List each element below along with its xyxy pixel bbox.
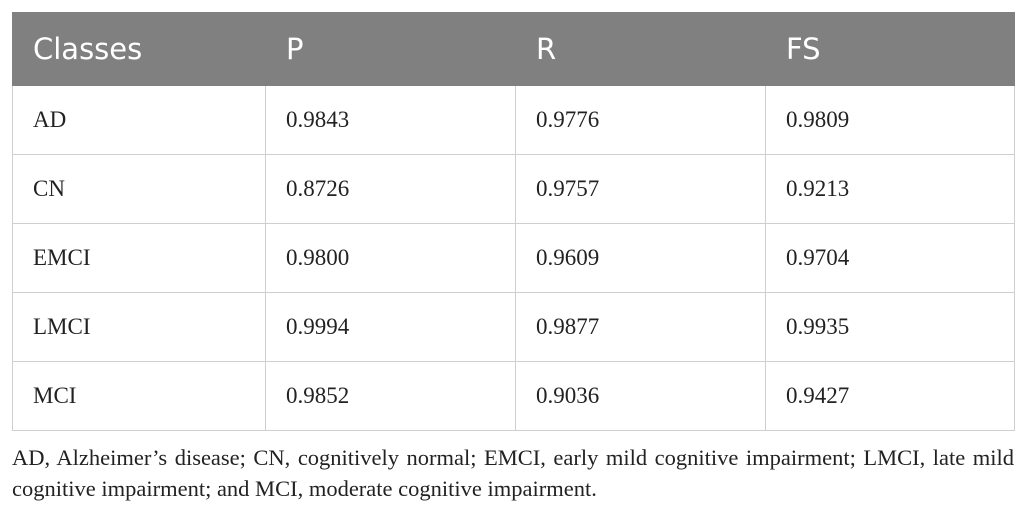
footnote: AD, Alzheimer’s disease; CN, cognitively… <box>12 445 1014 501</box>
class-cell: MCI <box>12 361 266 431</box>
metric-cell: 0.9609 <box>515 223 766 293</box>
class-cell: CN <box>12 154 266 224</box>
header-cell: R <box>515 12 766 86</box>
metric-cell: 0.9036 <box>515 361 766 431</box>
metric-cell: 0.9843 <box>265 85 516 155</box>
metric-cell: 0.9704 <box>765 223 1015 293</box>
class-cell: LMCI <box>12 292 266 362</box>
header-cell: FS <box>765 12 1015 86</box>
table-row: LMCI 0.9994 0.9877 0.9935 <box>12 292 1015 362</box>
metric-cell: 0.9776 <box>515 85 766 155</box>
results-table: Classes P R FS AD 0.9843 0.9776 0.9809 CN 0.8726… <box>12 12 1015 431</box>
metric-cell: 0.9877 <box>515 292 766 362</box>
table-row: AD 0.9843 0.9776 0.9809 <box>12 85 1015 155</box>
class-cell: AD <box>12 85 266 155</box>
metric-cell: 0.9757 <box>515 154 766 224</box>
metric-cell: 0.9852 <box>265 361 516 431</box>
table-row: EMCI 0.9800 0.9609 0.9704 <box>12 223 1015 293</box>
metric-cell: 0.9213 <box>765 154 1015 224</box>
header-cell: Classes <box>12 12 266 86</box>
table-body: AD 0.9843 0.9776 0.9809 CN 0.8726 0.9757 0.9213… <box>12 85 1015 431</box>
metric-cell: 0.9994 <box>265 292 516 362</box>
metric-cell: 0.9809 <box>765 85 1015 155</box>
metric-cell: 0.9935 <box>765 292 1015 362</box>
class-cell: EMCI <box>12 223 266 293</box>
table-row: CN 0.8726 0.9757 0.9213 <box>12 154 1015 224</box>
table-row: MCI 0.9852 0.9036 0.9427 <box>12 361 1015 431</box>
header-row: Classes P R FS <box>12 12 1015 86</box>
header-cell: P <box>265 12 516 86</box>
metric-cell: 0.8726 <box>265 154 516 224</box>
metric-cell: 0.9800 <box>265 223 516 293</box>
metric-cell: 0.9427 <box>765 361 1015 431</box>
